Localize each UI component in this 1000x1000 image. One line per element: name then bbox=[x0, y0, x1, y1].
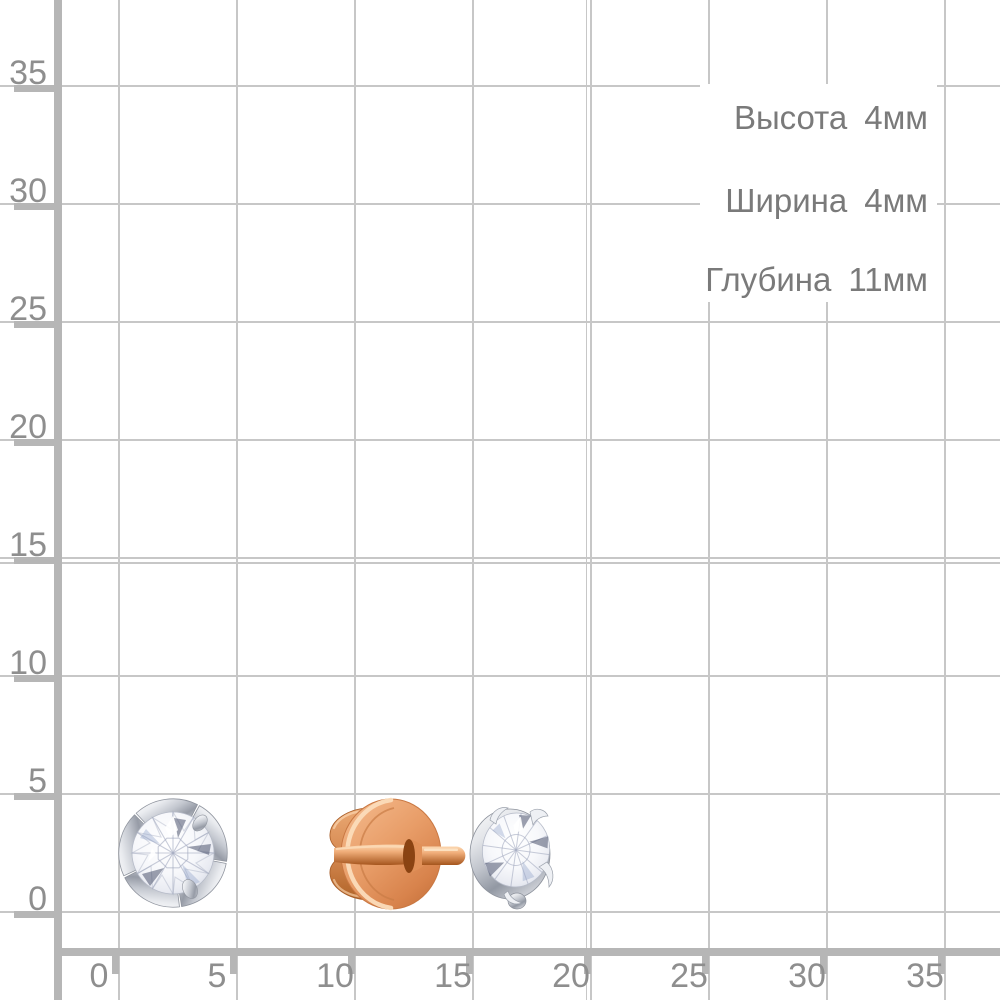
y-axis-tick bbox=[14, 557, 58, 564]
x-axis-tick bbox=[230, 955, 237, 974]
grid-vline-double bbox=[585, 0, 587, 1000]
x-axis-tick bbox=[112, 955, 119, 974]
earring-post bbox=[334, 839, 466, 873]
dimension-label: Глубина bbox=[705, 261, 832, 298]
grid-vline bbox=[589, 0, 592, 1000]
dimension-value: 4мм bbox=[864, 99, 928, 136]
y-axis-tick bbox=[14, 675, 58, 682]
grid-hline bbox=[0, 85, 1000, 87]
diamond-side bbox=[482, 812, 550, 888]
x-axis-label: 35 bbox=[906, 957, 944, 995]
y-axis-bar bbox=[54, 0, 62, 1000]
grid-vline bbox=[825, 0, 828, 1000]
x-axis-tick bbox=[702, 955, 709, 974]
x-axis-tick bbox=[820, 955, 827, 974]
grid-vline bbox=[117, 0, 120, 1000]
y-axis-label: 25 bbox=[9, 290, 47, 328]
x-axis-tick bbox=[348, 955, 355, 974]
dimension-row-width: Ширина 4мм bbox=[700, 183, 928, 219]
grid-hline bbox=[0, 675, 1000, 677]
x-axis-label: 5 bbox=[207, 957, 227, 995]
dimension-value: 11мм bbox=[848, 261, 928, 298]
x-axis-label: 10 bbox=[316, 957, 354, 995]
y-axis-label: 35 bbox=[9, 54, 47, 92]
y-axis-tick bbox=[14, 321, 58, 328]
diamond-front bbox=[130, 810, 216, 896]
grid-hline bbox=[0, 557, 1000, 559]
x-axis-tick bbox=[938, 955, 945, 974]
grid-vline bbox=[471, 0, 474, 1000]
y-axis-label: 0 bbox=[28, 880, 47, 918]
y-axis-label: 15 bbox=[9, 526, 47, 564]
grid-hline bbox=[0, 321, 1000, 323]
grid-vline bbox=[943, 0, 946, 1000]
x-axis-tick bbox=[584, 955, 591, 974]
x-axis-label: 15 bbox=[434, 957, 472, 995]
grid-vline bbox=[353, 0, 356, 1000]
post-collar-shadow bbox=[403, 839, 415, 873]
y-axis-label: 20 bbox=[9, 408, 47, 446]
grid-hline bbox=[0, 203, 1000, 205]
dimensions-panel: Высота 4мм Ширина 4мм Глубина 11мм bbox=[700, 84, 937, 302]
y-axis-tick bbox=[14, 793, 58, 800]
y-axis-tick bbox=[14, 439, 58, 446]
dimension-row-depth: Глубина 11мм bbox=[700, 262, 928, 298]
grid-vline bbox=[707, 0, 710, 1000]
grid-hline bbox=[0, 793, 1000, 795]
y-axis-tick bbox=[14, 911, 58, 918]
prong-tips bbox=[182, 814, 208, 899]
y-axis-label: 5 bbox=[28, 762, 47, 800]
prong-claws bbox=[489, 807, 554, 905]
y-axis-tick bbox=[14, 85, 58, 92]
y-axis-tick bbox=[14, 203, 58, 210]
x-axis-label: 0 bbox=[89, 957, 109, 995]
y-axis-label: 10 bbox=[9, 644, 47, 682]
dimension-label: Высота bbox=[733, 99, 848, 136]
stud-earring-side-view bbox=[329, 797, 554, 911]
y-axis-label: 30 bbox=[9, 172, 47, 210]
dimension-label: Ширина bbox=[725, 182, 848, 219]
x-axis-label: 25 bbox=[670, 957, 708, 995]
grid-hline bbox=[0, 439, 1000, 441]
dimension-row-height: Высота 4мм bbox=[700, 100, 928, 136]
stud-earring-front-view bbox=[118, 798, 228, 908]
dimension-value: 4мм bbox=[864, 182, 928, 219]
x-axis-label: 30 bbox=[788, 957, 826, 995]
grid-vline bbox=[235, 0, 238, 1000]
x-axis-label: 20 bbox=[552, 957, 590, 995]
grid-hline-double bbox=[0, 562, 1000, 564]
x-axis-bar bbox=[54, 948, 1000, 956]
x-axis-tick bbox=[466, 955, 473, 974]
grid-hline bbox=[0, 911, 1000, 913]
